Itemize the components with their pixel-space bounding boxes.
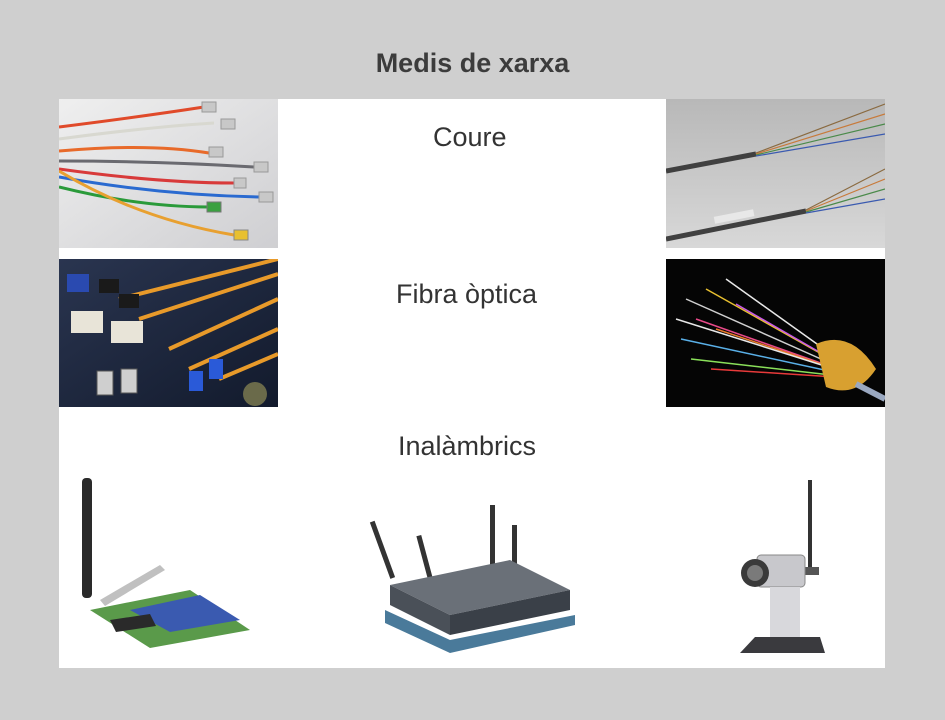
wireless-pci-card-image [70, 470, 255, 650]
slide-title: Medis de xarxa [375, 48, 570, 78]
fiber-strands-image [666, 259, 885, 407]
wireless-label: Inalàmbrics [398, 431, 537, 461]
wireless-camera-image [725, 475, 825, 660]
copper-label: Coure [433, 122, 507, 152]
fiber-label: Fibra òptica [396, 279, 538, 309]
fiber-connectors-image [59, 259, 278, 407]
wireless-router-image [360, 495, 585, 655]
copper-twisted-pair-image [666, 99, 885, 248]
copper-patch-cables-image [59, 99, 278, 248]
